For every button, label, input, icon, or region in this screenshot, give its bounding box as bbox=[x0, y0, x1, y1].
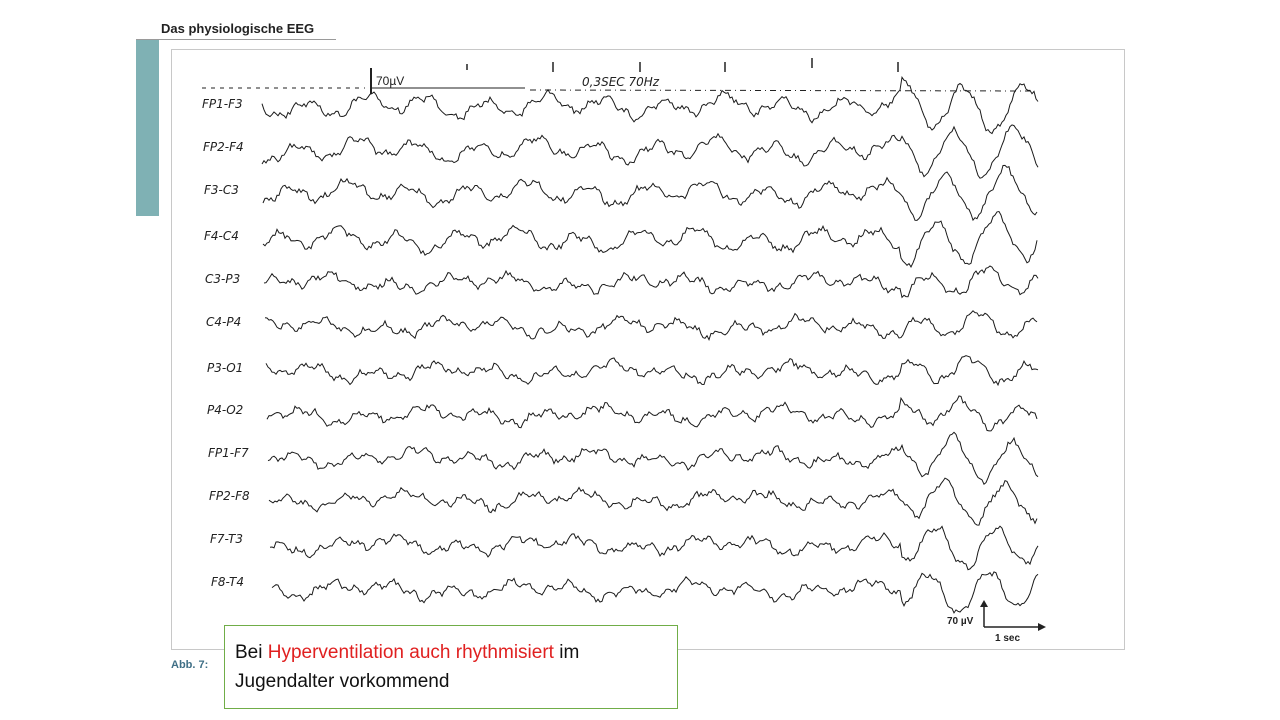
eeg-trace bbox=[261, 124, 1039, 179]
channel-label: P4-O2 bbox=[207, 403, 243, 417]
channel-label: P3-O1 bbox=[207, 361, 243, 375]
channel-label: FP1-F3 bbox=[202, 97, 243, 111]
settings-label: 0,3SEC 70Hz bbox=[582, 75, 660, 89]
channel-label: FP2-F4 bbox=[203, 140, 244, 154]
eeg-trace bbox=[262, 210, 1038, 268]
marker-line-right bbox=[529, 89, 1031, 92]
eeg-traces bbox=[261, 75, 1039, 614]
channel-label: C4-P4 bbox=[206, 315, 241, 329]
channel-label: F4-C4 bbox=[204, 229, 239, 243]
callout-highlight: Hyperventilation auch rhythmisiert bbox=[267, 642, 554, 663]
callout-suffix: im Jugendalter vorkommend bbox=[235, 642, 580, 692]
accent-bar bbox=[136, 40, 159, 216]
eeg-trace bbox=[266, 395, 1038, 432]
eeg-trace bbox=[263, 265, 1039, 299]
eeg-trace bbox=[267, 431, 1039, 485]
channel-label: C3-P3 bbox=[205, 272, 240, 286]
channel-labels: FP1-F3 FP2-F4 F3-C3 F4-C4 C3-P3 C4-P4 P3… bbox=[202, 97, 250, 589]
channel-label: F7-T3 bbox=[210, 532, 243, 546]
eeg-trace bbox=[268, 477, 1038, 526]
arrow-right-icon bbox=[1038, 623, 1046, 631]
header-rule bbox=[136, 39, 336, 40]
time-ticks bbox=[466, 58, 899, 72]
scale-time-label: 1 sec bbox=[995, 633, 1020, 644]
calibration-label: 70µV bbox=[376, 74, 404, 88]
figure-caption-label: Abb. 7: bbox=[171, 659, 209, 671]
callout-prefix: Bei bbox=[235, 642, 268, 663]
page-title: Das physiologische EEG bbox=[161, 21, 315, 36]
eeg-trace bbox=[271, 571, 1039, 614]
arrow-up-icon bbox=[980, 600, 988, 607]
eeg-trace bbox=[262, 164, 1038, 222]
eeg-figure-frame bbox=[171, 49, 1125, 650]
channel-label: F3-C3 bbox=[204, 183, 239, 197]
eeg-trace bbox=[269, 525, 1039, 571]
channel-label: F8-T4 bbox=[211, 575, 244, 589]
channel-label: FP1-F7 bbox=[208, 446, 249, 460]
eeg-trace bbox=[264, 310, 1038, 342]
annotation-callout: Bei Hyperventilation auch rhythmisiert i… bbox=[224, 625, 678, 709]
eeg-trace bbox=[261, 75, 1039, 135]
eeg-trace bbox=[265, 355, 1039, 387]
channel-label: FP2-F8 bbox=[209, 489, 250, 503]
scale-amplitude-label: 70 µV bbox=[947, 616, 974, 627]
